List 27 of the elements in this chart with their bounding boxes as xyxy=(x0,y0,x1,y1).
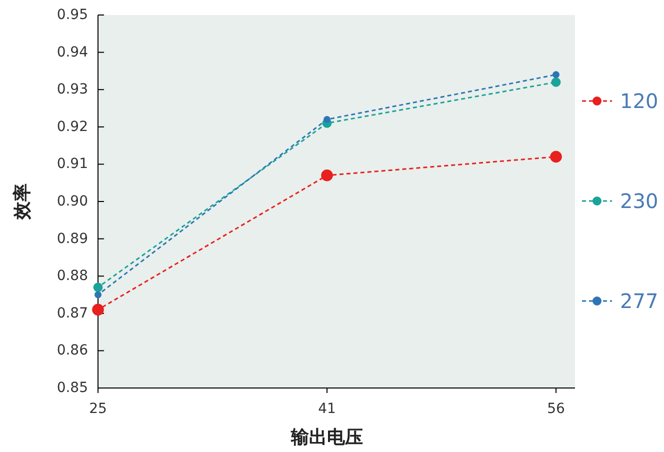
y-tick-label: 0.91 xyxy=(56,156,88,172)
point xyxy=(93,282,103,292)
y-tick-label: 0.93 xyxy=(56,82,88,98)
legend-label: 120 xyxy=(620,89,658,113)
y-axis-title: 效率 xyxy=(12,184,33,220)
y-tick-label: 0.88 xyxy=(56,268,88,284)
x-axis-title: 输出电压 xyxy=(290,427,363,448)
point xyxy=(324,116,330,123)
y-tick-label: 0.95 xyxy=(56,7,88,23)
y-tick-label: 0.89 xyxy=(56,230,88,247)
y-tick-label: 0.90 xyxy=(56,194,88,210)
y-tick-label: 0.92 xyxy=(56,118,88,135)
point xyxy=(321,169,333,182)
y-tick-label: 0.86 xyxy=(56,342,88,359)
x-tick-label: 41 xyxy=(318,401,336,417)
point xyxy=(550,150,562,163)
point xyxy=(94,291,102,298)
point xyxy=(552,71,560,78)
point xyxy=(92,304,104,316)
y-tick-label: 0.87 xyxy=(56,305,88,322)
y-tick-label: 0.85 xyxy=(56,380,88,396)
x-tick-label: 25 xyxy=(89,401,107,417)
legend-label: 230 xyxy=(620,189,658,213)
y-tick-label: 0.94 xyxy=(56,44,88,60)
x-tick-label: 56 xyxy=(547,401,565,417)
point xyxy=(551,77,561,87)
legend-label: 277 xyxy=(620,289,658,313)
